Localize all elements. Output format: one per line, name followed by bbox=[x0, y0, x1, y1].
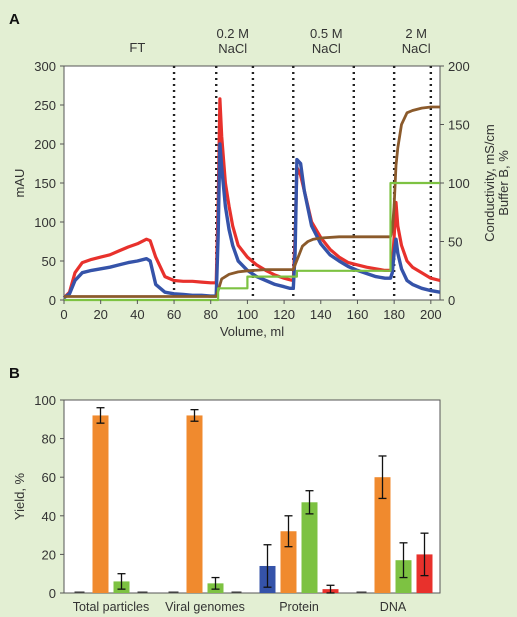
y-tick-label: 100 bbox=[34, 215, 56, 230]
y-tick-label: 40 bbox=[42, 509, 56, 524]
x-tick-label: 80 bbox=[203, 307, 217, 322]
fraction-annotation: 0.5 M bbox=[310, 26, 343, 41]
panel-a-label: A bbox=[9, 11, 20, 28]
y-tick-label: 250 bbox=[34, 98, 56, 113]
x-tick-label: 120 bbox=[273, 307, 295, 322]
y-tick-label: 100 bbox=[34, 393, 56, 408]
fraction-annotation: NaCl bbox=[402, 41, 431, 56]
y-tick-label: 150 bbox=[34, 176, 56, 191]
y-tick-label: 80 bbox=[42, 432, 56, 447]
fraction-annotation: FT bbox=[129, 40, 145, 55]
x-tick-label: 0 bbox=[60, 307, 67, 322]
y-right-tick-label: 0 bbox=[448, 293, 455, 308]
y-axis-label: Yield, % bbox=[12, 472, 27, 520]
orange-bar bbox=[374, 477, 391, 593]
x-tick-label: 20 bbox=[93, 307, 107, 322]
panel-b-label: B bbox=[9, 365, 20, 382]
category-label: Total particles bbox=[73, 600, 149, 614]
y-right-tick-label: 100 bbox=[448, 176, 470, 191]
green-trace-line bbox=[64, 181, 440, 302]
x-tick-label: 100 bbox=[237, 307, 259, 322]
y-right-axis-label-2: Buffer B, % bbox=[496, 150, 511, 216]
y-tick-label: 0 bbox=[49, 586, 56, 601]
y-right-tick-label: 50 bbox=[448, 235, 462, 250]
x-axis-label: Volume, ml bbox=[220, 324, 284, 339]
category-label: Protein bbox=[279, 600, 319, 614]
blue-trace-line bbox=[63, 142, 441, 300]
category-label: DNA bbox=[380, 600, 407, 614]
y-tick-label: 50 bbox=[42, 254, 56, 269]
chromatogram-panel: 0 50 100 150 200 250 300 0 50 100 150 200 0 20 40 60 80 1… bbox=[12, 26, 511, 339]
x-tick-label: 60 bbox=[167, 307, 181, 322]
y-tick-label: 0 bbox=[49, 293, 56, 308]
orange-bar bbox=[92, 415, 109, 593]
brown-trace-line bbox=[64, 105, 440, 298]
x-tick-label: 40 bbox=[130, 307, 144, 322]
fraction-annotation: NaCl bbox=[312, 41, 341, 56]
fraction-annotation: NaCl bbox=[218, 41, 247, 56]
y-right-tick-label: 200 bbox=[448, 59, 470, 74]
green-bar bbox=[301, 502, 318, 593]
y-right-tick-label: 150 bbox=[448, 118, 470, 133]
y-right-axis-label: Conductivity, mS/cm bbox=[482, 124, 497, 242]
x-tick-label: 140 bbox=[310, 307, 332, 322]
yield-bar-panel: 0 20 40 60 80 100 Yield, % Total particles Viral… bbox=[12, 393, 441, 614]
y-axis-label: mAU bbox=[12, 169, 27, 198]
y-tick-label: 300 bbox=[34, 59, 56, 74]
orange-bar bbox=[186, 415, 203, 593]
x-tick-label: 180 bbox=[383, 307, 405, 322]
y-tick-label: 60 bbox=[42, 470, 56, 485]
y-tick-label: 20 bbox=[42, 547, 56, 562]
fraction-annotation: 2 M bbox=[405, 26, 427, 41]
category-label: Viral genomes bbox=[165, 600, 245, 614]
y-tick-label: 200 bbox=[34, 137, 56, 152]
x-tick-label: 200 bbox=[420, 307, 442, 322]
fraction-annotation: 0.2 M bbox=[216, 26, 249, 41]
x-tick-label: 160 bbox=[347, 307, 369, 322]
